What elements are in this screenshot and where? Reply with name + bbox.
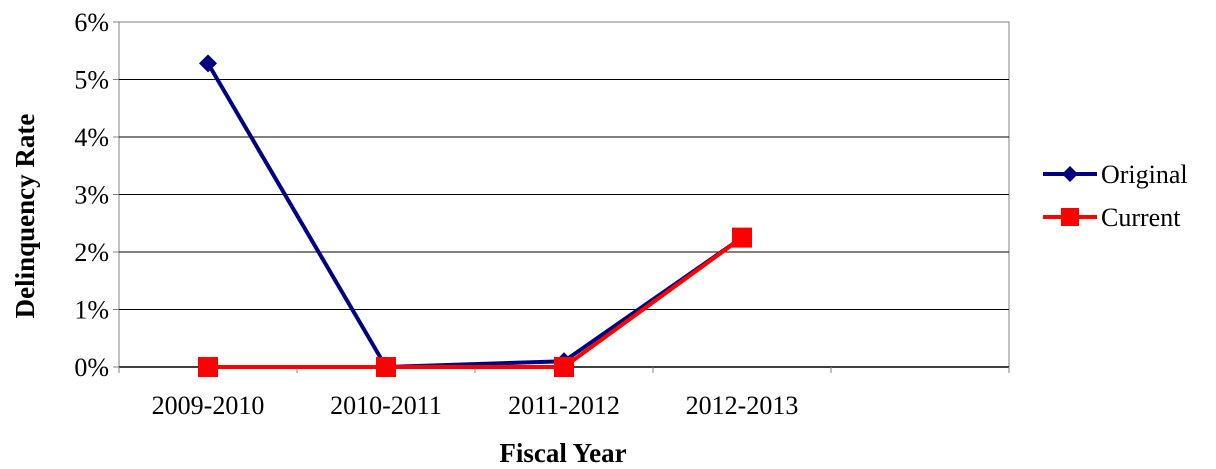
y-axis-title: Delinquency Rate (10, 114, 40, 319)
x-axis-ticks: 2009-2010 2010-2011 2011-2012 2012-2013 (118, 367, 1010, 420)
series-layer (198, 54, 752, 377)
data-point-current (554, 357, 574, 377)
data-point-current (376, 357, 396, 377)
data-point-original (199, 54, 217, 73)
legend-item-current: Current (1043, 203, 1181, 232)
y-tick-label: 4% (74, 123, 109, 152)
legend: Original Current (1043, 160, 1188, 232)
data-point-current (198, 357, 218, 377)
y-axis-ticks: 0% 1% 2% 3% 4% 5% 6% (74, 8, 119, 382)
series-line-original (206, 62, 744, 369)
legend-marker-diamond-icon (1062, 166, 1078, 182)
data-point-current (732, 227, 752, 248)
series-line-current (208, 236, 744, 369)
x-axis-title: Fiscal Year (499, 438, 626, 468)
series-current (198, 227, 752, 377)
x-tick-label: 2009-2010 (152, 391, 265, 420)
legend-item-original: Original (1043, 160, 1188, 189)
y-tick-label: 6% (74, 8, 109, 37)
legend-label-original: Original (1101, 160, 1188, 189)
x-tick-label: 2011-2012 (508, 391, 620, 420)
x-tick-label: 2012-2013 (686, 391, 799, 420)
y-tick-label: 1% (74, 296, 109, 325)
y-tick-label: 0% (74, 353, 109, 382)
y-tick-label: 2% (74, 238, 109, 267)
y-tick-label: 3% (74, 181, 109, 210)
legend-label-current: Current (1101, 203, 1181, 232)
x-tick-label: 2010-2011 (330, 391, 442, 420)
legend-marker-square-icon (1061, 208, 1079, 226)
plot-area: 0% 1% 2% 3% 4% 5% 6% 2009-2010 2010-2011 2011-20… (74, 8, 1010, 420)
y-tick-label: 5% (74, 66, 109, 95)
